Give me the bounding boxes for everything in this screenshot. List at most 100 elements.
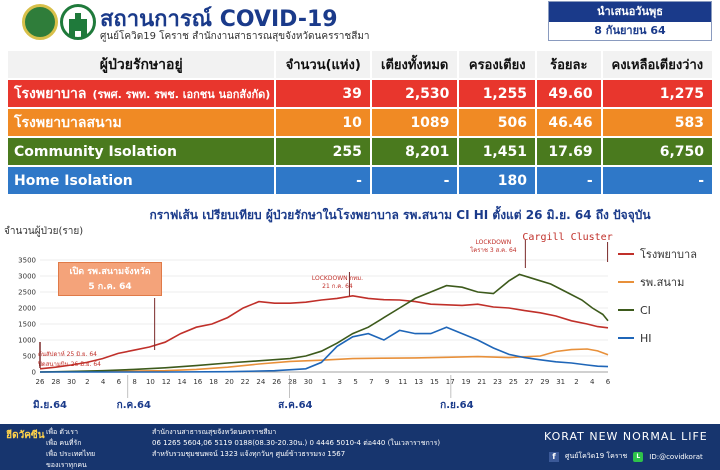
x-tick-label: 31 <box>556 378 565 386</box>
cell-percent: - <box>536 167 601 194</box>
date-box: นำเสนอวันพุธ 8 กันยายน 64 <box>548 1 712 41</box>
series-line-HI <box>40 326 609 373</box>
cell-beds: 1089 <box>371 109 458 136</box>
x-tick-label: 19 <box>462 378 471 386</box>
x-tick-label: 18 <box>209 378 218 386</box>
header-cell-available: คงเหลือเตียงว่าง <box>602 51 713 78</box>
header-cell-percent: ร้อยละ <box>537 51 601 78</box>
cell-beds: 2,530 <box>371 80 458 107</box>
annotation-lockdown-bkk-date: 21 ก.ค. 64 <box>322 283 353 290</box>
x-tick-label: 4 <box>590 378 595 386</box>
line-app-icon: L <box>633 451 644 462</box>
header: สถานการณ์ COVID-19 ศูนย์โควิด19 โคราช สำ… <box>0 0 720 50</box>
y-tick-label: 2500 <box>18 289 36 297</box>
cell-count: 39 <box>276 80 370 107</box>
cell-count: 10 <box>276 109 370 136</box>
header-cell-occupied: ครองเตียง <box>459 51 535 78</box>
y-tick-label: 1000 <box>18 337 36 345</box>
cell-count: - <box>276 167 370 194</box>
row-label: Home Isolation <box>8 167 275 194</box>
x-tick-label: 12 <box>162 378 171 386</box>
provincial-seal-icon <box>22 4 58 40</box>
contact-line: สำหรับรวมชุมชนพจน์ 1323 แจ้งทุกวันๆ ศูนย… <box>152 450 346 458</box>
x-tick-label: 11 <box>398 378 407 386</box>
cell-beds: - <box>371 167 458 194</box>
footer-contact: สำนักงานสาธารณสุขจังหวัดนครราชสีมา 06 12… <box>152 427 440 460</box>
x-tick-label: 30 <box>67 378 76 386</box>
cell-percent: 17.69 <box>536 138 601 165</box>
motto-line: เพื่อ ประเทศไทย <box>46 450 96 458</box>
x-tick-label: 9 <box>385 378 389 386</box>
x-tick-label: 23 <box>493 378 502 386</box>
x-tick-label: 4 <box>101 378 106 386</box>
cell-occupied: 1,451 <box>459 138 535 165</box>
legend-label: HI <box>640 332 652 345</box>
facebook-page[interactable]: ศูนย์โควิด19 โคราช <box>565 452 628 460</box>
table-row-hospital: โรงพยาบาล (รพศ. รพท. รพช. เอกชน นอกสังกัด… <box>8 80 712 107</box>
x-tick-label: 2 <box>85 378 89 386</box>
cell-percent: 46.46 <box>536 109 601 136</box>
x-tick-label: 14 <box>178 378 187 386</box>
callout-line-2: 5 ก.ค. 64 <box>88 282 132 292</box>
legend-label: รพ.สนาม <box>640 276 684 289</box>
x-tick-label: 6 <box>606 378 611 386</box>
cell-occupied: 180 <box>459 167 535 194</box>
x-tick-label: 25 <box>509 378 518 386</box>
chart-y-axis-label: จำนวนผู้ป่วย(ราย) <box>4 226 84 237</box>
date-value: 8 กันยายน 64 <box>549 22 711 40</box>
x-tick-label: 26 <box>272 378 281 386</box>
y-tick-label: 500 <box>23 353 36 361</box>
contact-line: 06 1265 5604,06 5119 0188(08.30-20.30น.)… <box>152 439 441 447</box>
month-label: ก.ย.64 <box>440 400 473 411</box>
month-label: ส.ค.64 <box>278 400 312 411</box>
x-tick-label: 8 <box>132 378 136 386</box>
x-tick-label: 5 <box>353 378 357 386</box>
facebook-icon: f <box>549 451 559 462</box>
series-line-รพ.สนาม <box>39 348 609 373</box>
y-tick-label: 3500 <box>18 257 36 265</box>
chart-title: กราฟเส้น เปรียบเทียบ ผู้ป่วยรักษาในโรงพย… <box>149 208 651 222</box>
x-tick-label: 6 <box>117 378 122 386</box>
motto-line: ของเราทุกคน <box>46 461 87 469</box>
page-subtitle: ศูนย์โควิด19 โคราช สำนักงานสาธารณสุขจังห… <box>100 31 370 42</box>
x-tick-label: 28 <box>51 378 60 386</box>
x-tick-label: 29 <box>540 378 549 386</box>
annotation-lockdown-korat: LOCKDOWN <box>475 239 511 246</box>
annotation-note: ปิดสนามบิน 26 มิ.ย. 64 <box>37 361 101 368</box>
header-cell-beds: เตียงทั้งหมด <box>371 51 458 78</box>
footer-social: f ศูนย์โควิด19 โคราช L ID:@covidkorat <box>549 451 703 462</box>
cell-occupied: 506 <box>459 109 535 136</box>
x-tick-label: 30 <box>304 378 313 386</box>
x-tick-label: 28 <box>288 378 297 386</box>
x-tick-label: 24 <box>256 378 265 386</box>
annotation-lockdown-korat-date: โคราช 3 ส.ค. 64 <box>470 246 517 254</box>
date-label: นำเสนอวันพุธ <box>549 2 711 22</box>
x-tick-label: 20 <box>225 378 234 386</box>
row-label: Community Isolation <box>8 138 275 165</box>
table-row-community-isolation: Community Isolation 255 8,201 1,451 17.6… <box>8 138 712 165</box>
motto-line: เพื่อ ตัวเรา <box>46 428 78 436</box>
page-title: สถานการณ์ COVID-19 <box>100 7 338 32</box>
y-tick-label: 3000 <box>18 273 36 281</box>
table-row-field-hospital: โรงพยาบาลสนาม 10 1089 506 46.46 583 <box>8 109 712 136</box>
footer: ฮีดวัคซีน เพื่อ ตัวเรา เพื่อ คนที่รัก เพ… <box>0 424 720 470</box>
ministry-logo-icon <box>60 4 96 40</box>
header-cell-patients: ผู้ป่วยรักษาอยู่ <box>8 51 275 78</box>
footer-slogan: KORAT NEW NORMAL LIFE <box>544 430 708 443</box>
x-tick-label: 3 <box>338 378 342 386</box>
cell-count: 255 <box>276 138 370 165</box>
contact-line: สำนักงานสาธารณสุขจังหวัดนครราชสีมา <box>152 428 277 436</box>
row-label-text: โรงพยาบาล <box>14 85 87 102</box>
footer-motto: เพื่อ ตัวเรา เพื่อ คนที่รัก เพื่อ ประเทศ… <box>46 427 95 470</box>
y-tick-label: 2000 <box>18 305 36 313</box>
x-tick-label: 7 <box>369 378 373 386</box>
line-id[interactable]: ID:@covidkorat <box>649 452 703 461</box>
motto-line: เพื่อ คนที่รัก <box>46 439 82 447</box>
x-tick-label: 16 <box>193 378 202 386</box>
x-tick-label: 26 <box>36 378 45 386</box>
x-tick-label: 17 <box>446 378 455 386</box>
x-tick-label: 27 <box>525 378 534 386</box>
row-label: โรงพยาบาล (รพศ. รพท. รพช. เอกชน นอกสังกัด… <box>8 80 275 107</box>
cell-beds: 8,201 <box>371 138 458 165</box>
cell-available: - <box>602 167 712 194</box>
